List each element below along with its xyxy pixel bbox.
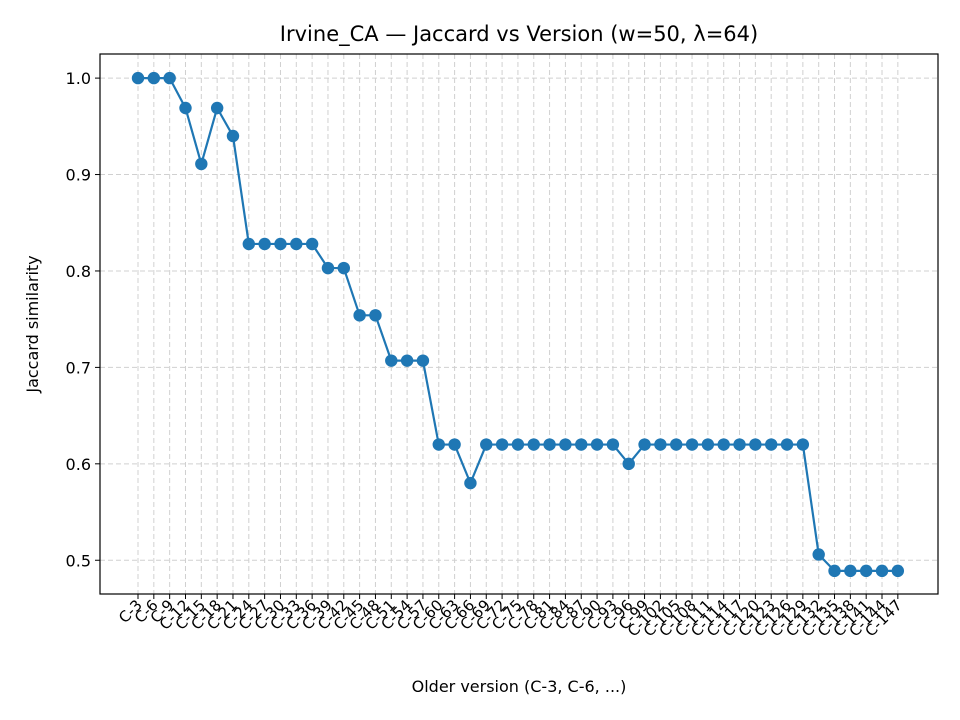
data-point [590,438,604,451]
y-tick-label: 0.5 [66,551,91,570]
data-point [274,237,287,251]
data-point [464,476,477,490]
data-point [543,438,556,451]
data-point [131,71,145,85]
data-point [891,564,905,578]
data-point [527,438,540,451]
data-point [195,157,208,171]
data-point [163,71,176,85]
data-point [290,237,303,251]
data-point [812,548,825,561]
data-point [670,438,683,451]
data-point [559,438,572,451]
data-point [638,438,651,451]
data-point [511,438,525,451]
chart-title: Irvine_CA — Jaccard vs Version (w=50, λ=… [280,22,758,47]
data-point [321,261,335,275]
data-point [606,438,620,451]
y-tick-label: 0.7 [66,358,91,377]
data-point [226,129,240,143]
data-point [828,564,841,578]
data-point [796,438,810,451]
data-point [733,438,746,451]
y-tick-label: 0.9 [66,166,91,185]
data-point [305,237,319,251]
data-point [622,457,635,471]
data-point [448,438,461,451]
y-axis-ticks: 0.5 0.6 0.7 0.8 0.9 1.0 [66,69,100,570]
data-point [242,237,256,251]
plot-frame [99,53,939,595]
data-point [147,71,161,85]
y-tick-label: 1.0 [66,69,91,88]
data-point [875,564,889,578]
data-point [701,438,715,451]
data-point [780,438,794,451]
grid-lines [100,54,938,594]
data-point [575,438,588,451]
data-point [258,237,271,251]
x-axis-label: Older version (C-3, C-6, ...) [412,677,627,696]
y-tick-label: 0.6 [66,455,91,474]
data-point [480,438,493,451]
data-point [859,564,873,578]
data-point [400,354,414,367]
y-axis-label: Jaccard similarity [23,255,42,393]
data-point [179,101,192,115]
data-point [749,438,762,451]
data-point [654,438,667,451]
data-point [210,101,224,115]
data-point [717,438,730,451]
data-point [685,438,699,451]
data-point [844,564,857,578]
data-point [353,309,366,322]
data-point [369,309,382,322]
y-tick-label: 0.8 [66,262,91,281]
data-points [131,71,905,578]
data-point [495,438,509,451]
data-point [765,438,778,451]
data-point [432,438,445,451]
data-point [416,354,430,367]
data-point [385,354,398,367]
data-point [337,261,350,275]
